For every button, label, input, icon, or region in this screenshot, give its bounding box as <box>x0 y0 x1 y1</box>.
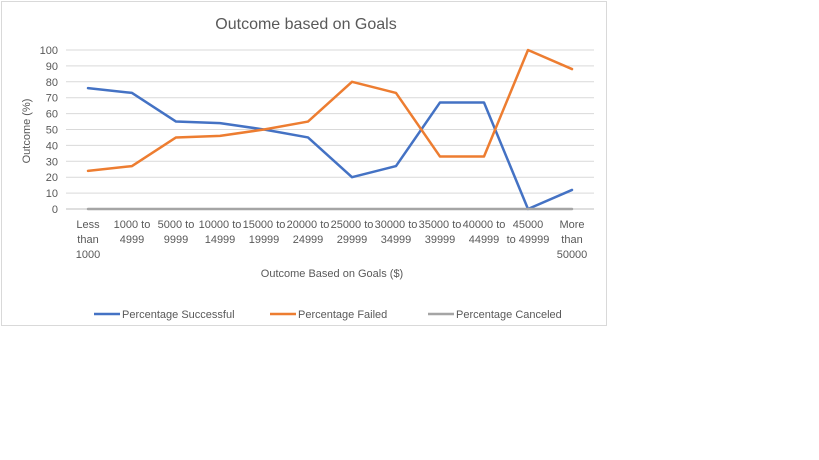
y-tick-label: 90 <box>46 61 58 73</box>
line-chart: Outcome based on Goals 0 10 20 30 40 50 60 70 80… <box>21 16 594 321</box>
x-tick-label: Less than 1000 <box>76 219 100 261</box>
x-tick-label: 30000 to 34999 <box>375 219 418 246</box>
y-tick-label: 40 <box>46 140 58 152</box>
y-tick-label: 0 <box>52 204 58 216</box>
y-tick-label: 30 <box>46 156 58 168</box>
legend-entry: Percentage Failed <box>270 309 387 321</box>
x-tick-label: 1000 to 4999 <box>114 219 151 246</box>
x-tick-label: 5000 to 9999 <box>158 219 195 246</box>
x-tick-label: 25000 to 29999 <box>331 219 374 246</box>
series-line-0 <box>86 86 574 211</box>
y-tick-label: 100 <box>40 45 58 57</box>
y-tick-label: 60 <box>46 109 58 121</box>
x-tick-label: 15000 to 19999 <box>243 219 286 246</box>
legend-label: Percentage Canceled <box>456 309 562 321</box>
x-tick-label: 40000 to 44999 <box>463 219 506 246</box>
legend-entry: Percentage Canceled <box>428 309 562 321</box>
chart-area: Outcome based on Goals 0 10 20 30 40 50 60 70 80… <box>1 1 607 326</box>
x-tick-label: 10000 to 14999 <box>199 219 242 246</box>
legend-label: Percentage Successful <box>122 309 235 321</box>
legend-label: Percentage Failed <box>298 309 387 321</box>
y-tick-label: 20 <box>46 172 58 184</box>
chart-title: Outcome based on Goals <box>215 16 396 33</box>
x-axis-label: Outcome Based on Goals ($) <box>261 268 403 280</box>
y-tick-label: 70 <box>46 93 58 105</box>
x-tick-label: More than 50000 <box>557 219 588 261</box>
y-axis-label: Outcome (%) <box>21 99 33 164</box>
legend-entry: Percentage Successful <box>94 309 235 321</box>
y-tick-label: 50 <box>46 125 58 137</box>
x-tick-label: 20000 to 24999 <box>287 219 330 246</box>
x-tick-label: 45000 to 49999 <box>507 219 550 246</box>
x-tick-label: 35000 to 39999 <box>419 219 462 246</box>
y-tick-label: 10 <box>46 188 58 200</box>
y-tick-label: 80 <box>46 77 58 89</box>
series-line-1 <box>86 48 574 173</box>
